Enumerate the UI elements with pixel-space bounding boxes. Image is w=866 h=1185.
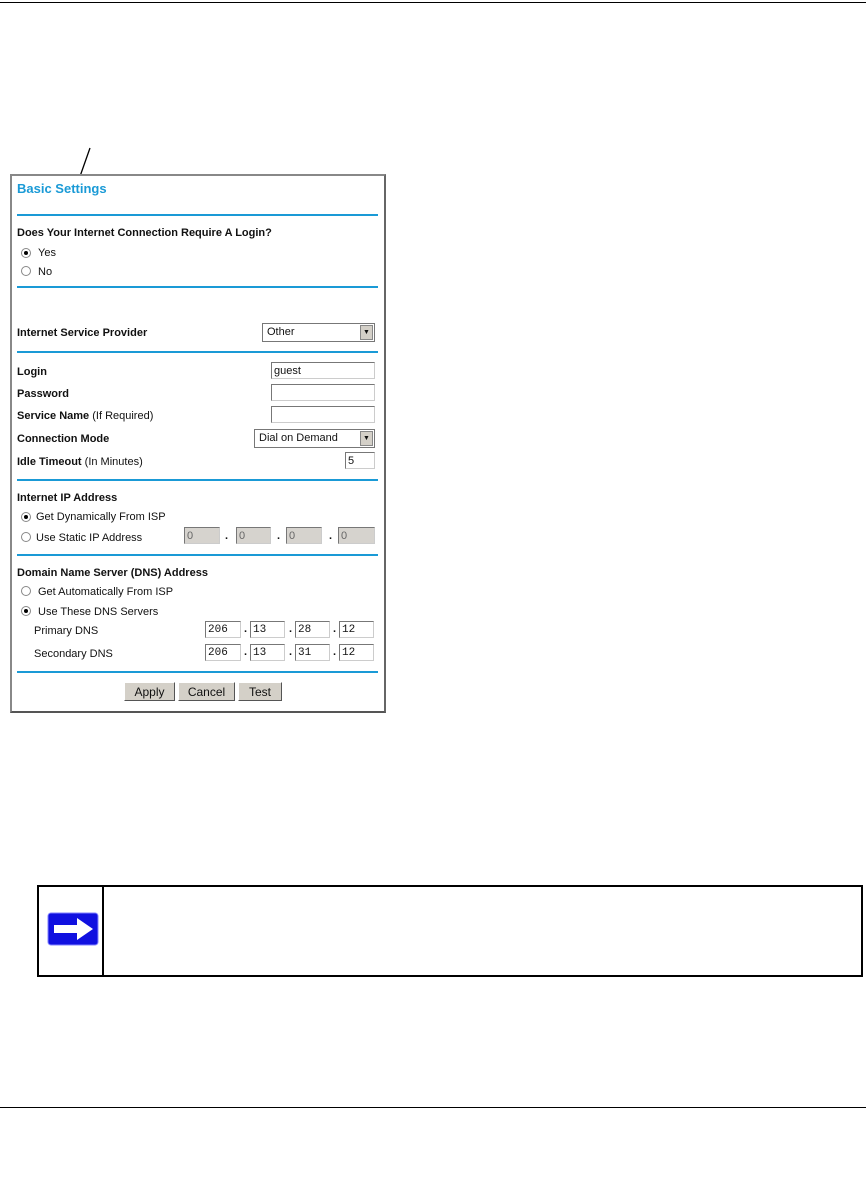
apply-button[interactable]: Apply <box>124 682 175 701</box>
idle-timeout-label: Idle Timeout <box>17 456 82 468</box>
dns-section-title: Domain Name Server (DNS) Address <box>17 567 208 579</box>
divider <box>17 554 378 556</box>
secondary-dns-label: Secondary DNS <box>34 648 113 660</box>
octet-separator: . <box>244 646 248 658</box>
primary-dns-octet-4[interactable]: 12 <box>339 621 374 638</box>
idle-timeout-input[interactable]: 5 <box>345 452 375 469</box>
idle-timeout-hint: (In Minutes) <box>84 456 143 468</box>
ip-section-title: Internet IP Address <box>17 492 118 504</box>
note-divider <box>102 887 104 975</box>
divider <box>17 214 378 216</box>
note-box <box>37 885 863 977</box>
password-label: Password <box>17 388 69 400</box>
arrow-right-icon <box>47 912 99 946</box>
static-ip-octet-3[interactable]: 0 <box>286 527 322 544</box>
ip-static-label: Use Static IP Address <box>36 532 143 544</box>
octet-separator: . <box>329 530 333 542</box>
radio-ip-static[interactable] <box>21 532 31 542</box>
radio-label-no: No <box>38 266 53 278</box>
octet-separator: . <box>277 530 281 542</box>
test-button[interactable]: Test <box>238 682 282 701</box>
login-label: Login <box>17 366 47 378</box>
isp-label: Internet Service Provider <box>17 327 148 339</box>
form-title: Basic Settings <box>17 181 107 196</box>
header-rule <box>0 2 866 3</box>
cancel-button[interactable]: Cancel <box>178 682 235 701</box>
octet-separator: . <box>244 623 248 635</box>
isp-value: Other <box>267 326 295 338</box>
secondary-dns-octet-3[interactable]: 31 <box>295 644 330 661</box>
primary-dns-octet-2[interactable]: 13 <box>250 621 285 638</box>
primary-dns-octet-3[interactable]: 28 <box>295 621 330 638</box>
password-input[interactable] <box>271 384 375 401</box>
basic-settings-screenshot: Basic Settings Does Your Internet Connec… <box>10 174 386 713</box>
secondary-dns-octet-1[interactable]: 206 <box>205 644 241 661</box>
octet-separator: . <box>333 623 337 635</box>
static-ip-octet-1[interactable]: 0 <box>184 527 220 544</box>
divider <box>17 479 378 481</box>
divider <box>17 351 378 353</box>
secondary-dns-octet-4[interactable]: 12 <box>339 644 374 661</box>
connection-mode-label: Connection Mode <box>17 433 110 445</box>
radio-ip-dynamic[interactable] <box>21 512 31 522</box>
primary-dns-label: Primary DNS <box>34 625 99 637</box>
divider <box>17 286 378 288</box>
radio-login-yes[interactable] <box>21 248 31 258</box>
octet-separator: . <box>225 530 229 542</box>
dns-manual-label: Use These DNS Servers <box>38 606 159 618</box>
footer-rule <box>0 1107 866 1108</box>
connection-mode-value: Dial on Demand <box>259 432 338 444</box>
ip-dynamic-label: Get Dynamically From ISP <box>36 511 166 523</box>
login-question: Does Your Internet Connection Require A … <box>17 227 272 239</box>
service-name-label: Service Name <box>17 410 90 422</box>
primary-dns-octet-1[interactable]: 206 <box>205 621 241 638</box>
secondary-dns-octet-2[interactable]: 13 <box>250 644 285 661</box>
octet-separator: . <box>333 646 337 658</box>
static-ip-octet-4[interactable]: 0 <box>338 527 375 544</box>
divider <box>17 671 378 673</box>
chevron-down-icon: ▼ <box>360 431 373 446</box>
connection-mode-select[interactable]: Dial on Demand ▼ <box>254 429 375 448</box>
service-name-input[interactable] <box>271 406 375 423</box>
static-ip-octet-2[interactable]: 0 <box>236 527 271 544</box>
isp-select[interactable]: Other ▼ <box>262 323 375 342</box>
octet-separator: . <box>289 623 293 635</box>
login-input[interactable]: guest <box>271 362 375 379</box>
radio-label-yes: Yes <box>38 247 56 259</box>
radio-login-no[interactable] <box>21 266 31 276</box>
radio-dns-manual[interactable] <box>21 606 31 616</box>
chevron-down-icon: ▼ <box>360 325 373 340</box>
octet-separator: . <box>289 646 293 658</box>
service-name-hint: (If Required) <box>92 410 154 422</box>
radio-dns-auto[interactable] <box>21 586 31 596</box>
dns-auto-label: Get Automatically From ISP <box>38 586 174 598</box>
